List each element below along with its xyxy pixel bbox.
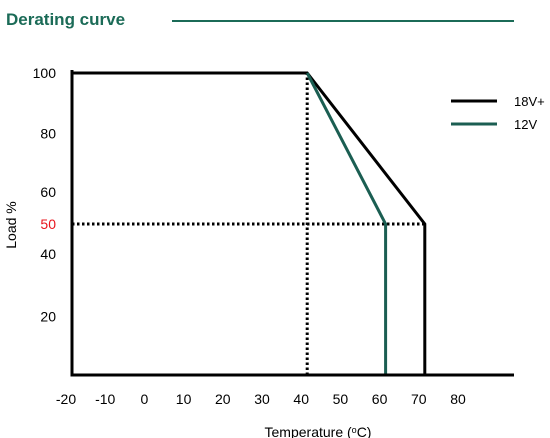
x-tick-label: 10	[176, 391, 192, 407]
x-tick-label: -20	[56, 391, 76, 407]
y-tick-label: 40	[40, 246, 56, 262]
x-tick-label: 20	[215, 391, 231, 407]
x-axis-label-unit: C)	[357, 424, 372, 438]
y-tick-labels: 20 40 50 60 80 100	[33, 65, 57, 325]
y-tick-label: 100	[33, 65, 57, 81]
x-tick-label: 40	[293, 391, 309, 407]
legend-label-12v: 12V	[514, 117, 537, 132]
series-line-12v	[305, 72, 388, 375]
y-axis-label: Load %	[3, 201, 19, 248]
x-tick-labels: -20 -10 0 10 20 30 40 50 60 70 80	[56, 391, 466, 407]
x-axis-label-degree-sup: o	[352, 425, 357, 435]
x-tick-label: 0	[141, 391, 149, 407]
x-tick-label: 60	[372, 391, 388, 407]
legend-label-18v-plus: 18V+	[514, 94, 545, 109]
y-tick-label: 20	[40, 309, 56, 325]
x-tick-label: 70	[411, 391, 427, 407]
x-axis-label: Temperature (oC)	[265, 424, 372, 438]
plot-area	[70, 70, 514, 377]
series-line-18v-plus	[72, 71, 427, 375]
legend: 18V+ 12V	[451, 94, 545, 132]
x-tick-label: 80	[450, 391, 466, 407]
x-tick-label: 30	[254, 391, 270, 407]
y-tick-label: 60	[40, 184, 56, 200]
chart-title: Derating curve	[6, 10, 126, 29]
y-tick-label: 50	[40, 216, 56, 232]
x-tick-label: 50	[333, 391, 349, 407]
y-tick-label: 80	[40, 125, 56, 141]
x-tick-label: -10	[95, 391, 115, 407]
x-axis-label-text: Temperature (	[265, 424, 352, 438]
